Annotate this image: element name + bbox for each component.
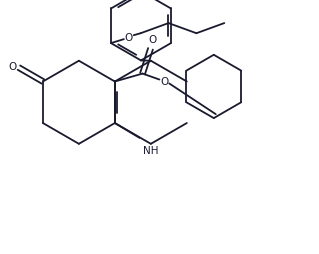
Text: O: O: [148, 35, 157, 45]
Text: NH: NH: [143, 145, 159, 155]
Text: O: O: [8, 61, 16, 71]
Text: O: O: [125, 33, 133, 43]
Text: O: O: [160, 77, 168, 87]
